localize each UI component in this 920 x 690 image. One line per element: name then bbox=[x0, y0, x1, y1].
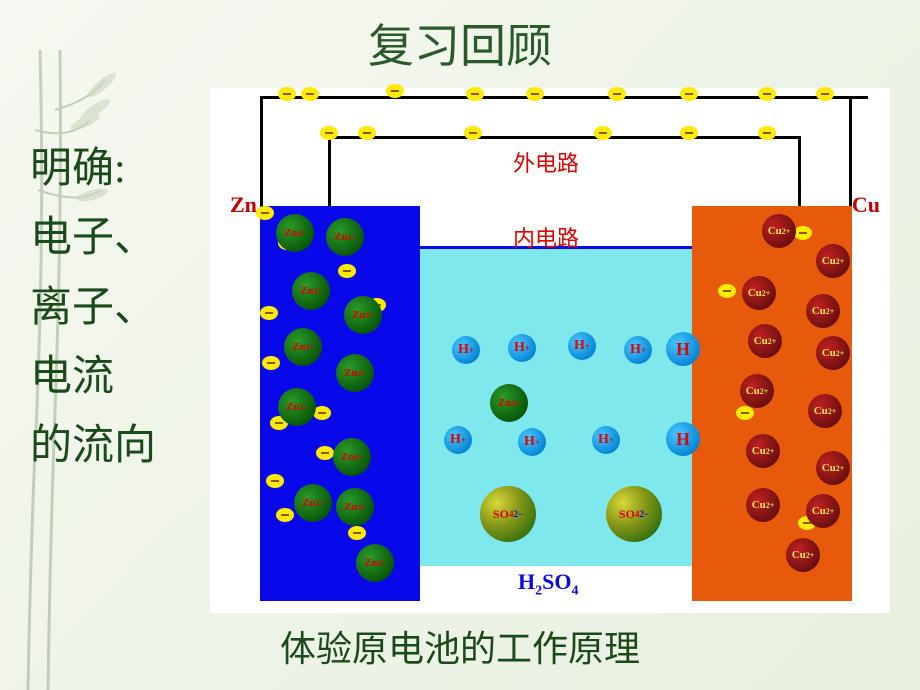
electron-icon bbox=[464, 126, 482, 140]
h-atom: H bbox=[666, 422, 700, 456]
electron-icon bbox=[316, 446, 334, 460]
cu-ion: Cu2+ bbox=[808, 394, 842, 428]
inner-wire-right bbox=[798, 136, 801, 206]
so4-ion: SO42− bbox=[606, 486, 662, 542]
zn-ion: Zn2+ bbox=[276, 214, 314, 252]
electron-icon bbox=[594, 126, 612, 140]
electron-icon bbox=[816, 87, 834, 101]
electron-icon bbox=[262, 356, 280, 370]
cu-label: Cu bbox=[852, 192, 880, 218]
cu-ion: Cu2+ bbox=[748, 324, 782, 358]
h-ion: H+ bbox=[452, 336, 480, 364]
side-line-1: 明确: bbox=[30, 135, 156, 204]
electron-icon bbox=[608, 87, 626, 101]
electron-icon bbox=[736, 406, 754, 420]
inner-circuit-label: 内电路 bbox=[513, 221, 579, 253]
electron-icon bbox=[276, 508, 294, 522]
zn-ion: Zn2+ bbox=[356, 544, 394, 582]
zn-ion: Zn2+ bbox=[292, 272, 330, 310]
outer-wire-left bbox=[260, 96, 263, 206]
h-ion: H+ bbox=[592, 426, 620, 454]
electron-icon bbox=[320, 126, 338, 140]
outer-circuit-label: 外电路 bbox=[513, 146, 579, 178]
zn-ion: Zn2+ bbox=[336, 354, 374, 392]
electron-icon bbox=[718, 284, 736, 298]
zn-label: Zn bbox=[230, 192, 257, 218]
outer-wire-right bbox=[849, 96, 852, 206]
electron-icon bbox=[758, 87, 776, 101]
electron-icon bbox=[526, 87, 544, 101]
h-ion: H+ bbox=[624, 336, 652, 364]
side-line-2: 电子、 bbox=[30, 204, 156, 273]
electron-icon bbox=[680, 87, 698, 101]
zn-ion: Zn2+ bbox=[344, 296, 382, 334]
cu-ion: Cu2+ bbox=[742, 276, 776, 310]
cu-ion: Cu2+ bbox=[806, 294, 840, 328]
side-line-4: 电流 bbox=[30, 343, 156, 412]
zn-ion: Zn2+ bbox=[326, 218, 364, 256]
zn-ion: Zn2+ bbox=[333, 438, 371, 476]
h-ion: H+ bbox=[518, 428, 546, 456]
cu-ion: Cu2+ bbox=[786, 538, 820, 572]
side-text-block: 明确: 电子、 离子、 电流 的流向 bbox=[30, 135, 156, 481]
cu-ion: Cu2+ bbox=[816, 451, 850, 485]
h2so4-label: H2SO4 bbox=[518, 569, 578, 599]
zn-ion: Zn2+ bbox=[294, 484, 332, 522]
h-ion: H+ bbox=[508, 334, 536, 362]
page-title: 复习回顾 bbox=[0, 10, 920, 76]
electron-icon bbox=[758, 126, 776, 140]
zn-ion: Zn2+ bbox=[336, 488, 374, 526]
cu-ion: Cu2+ bbox=[816, 336, 850, 370]
cu-ion: Cu2+ bbox=[746, 434, 780, 468]
electron-icon bbox=[680, 126, 698, 140]
galvanic-cell-diagram: Zn Cu 外电路 内电路 H2SO4 Zn2+Zn2+Zn2+Zn2+Zn2+… bbox=[210, 88, 890, 613]
electron-icon bbox=[266, 474, 284, 488]
outer-wire-top bbox=[260, 96, 868, 99]
cu-ion: Cu2+ bbox=[740, 374, 774, 408]
h-ion: H+ bbox=[444, 426, 472, 454]
zn-ion: Zn2+ bbox=[490, 384, 528, 422]
electron-icon bbox=[260, 306, 278, 320]
zn-ion: Zn2+ bbox=[278, 388, 316, 426]
electron-icon bbox=[278, 87, 296, 101]
so4-ion: SO42− bbox=[480, 486, 536, 542]
cu-ion: Cu2+ bbox=[806, 494, 840, 528]
caption: 体验原电池的工作原理 bbox=[0, 620, 920, 672]
inner-wire-left bbox=[328, 136, 331, 206]
cu-ion: Cu2+ bbox=[746, 488, 780, 522]
zn-ion: Zn2+ bbox=[284, 328, 322, 366]
cu-ion: Cu2+ bbox=[762, 214, 796, 248]
electron-icon bbox=[348, 526, 366, 540]
h-atom: H bbox=[666, 332, 700, 366]
diagram-container: Zn Cu 外电路 内电路 H2SO4 Zn2+Zn2+Zn2+Zn2+Zn2+… bbox=[210, 88, 890, 613]
electron-icon bbox=[386, 84, 404, 98]
electron-icon bbox=[256, 206, 274, 220]
side-line-3: 离子、 bbox=[30, 274, 156, 343]
electron-icon bbox=[358, 126, 376, 140]
electron-icon bbox=[466, 87, 484, 101]
inner-wire-top bbox=[328, 136, 801, 139]
electron-icon bbox=[301, 87, 319, 101]
cu-ion: Cu2+ bbox=[816, 244, 850, 278]
electron-icon bbox=[338, 264, 356, 278]
side-line-5: 的流向 bbox=[30, 412, 156, 481]
h-ion: H+ bbox=[568, 332, 596, 360]
electron-icon bbox=[794, 226, 812, 240]
